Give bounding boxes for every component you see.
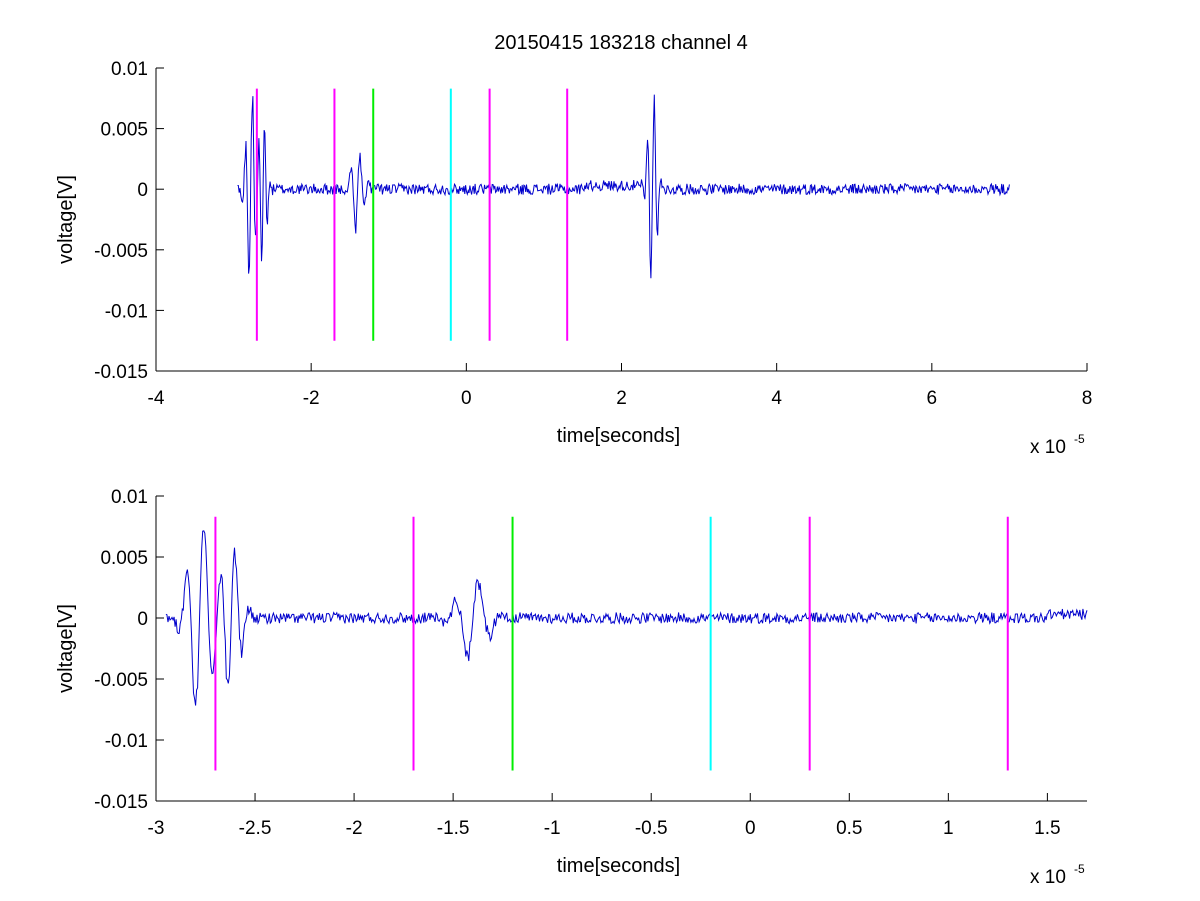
y-tick-label: -0.005	[94, 241, 148, 262]
top-axes: 0.01 0.005 0 -0.005 -0.01 -0.015-4 -2 0 2 4 6 8 time…	[55, 59, 1092, 458]
x-tick-label: -1	[544, 818, 561, 839]
y-tick-label: -0.01	[105, 301, 148, 322]
y-tick-label: 0.005	[100, 120, 148, 141]
x-axis-label: time[seconds]	[557, 855, 680, 877]
y-tick-label: -0.015	[94, 362, 148, 383]
x-tick-label: -4	[148, 388, 165, 409]
bottom-axes: 0.01 0.005 0 -0.005 -0.01 -0.015-3 -2.5 -2 -1.5 -…	[55, 487, 1088, 888]
x-tick-label: -0.5	[635, 818, 668, 839]
x-tick-label: 0.5	[836, 818, 862, 839]
x-tick-label: -2	[346, 818, 363, 839]
x-tick-label: -2	[303, 388, 320, 409]
x-tick-label: 0	[745, 818, 756, 839]
x-tick-label: 6	[927, 388, 938, 409]
y-tick-label: -0.015	[94, 792, 148, 813]
x-tick-label: 1.5	[1034, 818, 1060, 839]
chart-title: 20150415 183218 channel 4	[494, 32, 748, 54]
y-tick-label: 0.01	[111, 487, 148, 508]
y-tick-label: 0	[137, 180, 148, 201]
voltage-trace	[165, 530, 1088, 706]
y-tick-label: -0.01	[105, 731, 148, 752]
x-tick-label: 1	[943, 818, 954, 839]
x-tick-label: -1.5	[437, 818, 470, 839]
y-axis-label: voltage[V]	[55, 175, 77, 264]
x-scale-label: x 10	[1030, 867, 1066, 888]
x-tick-label: 2	[616, 388, 627, 409]
y-tick-label: 0.005	[100, 548, 148, 569]
x-scale-exponent: -5	[1074, 862, 1085, 876]
x-tick-label: -2.5	[239, 818, 272, 839]
y-tick-label: 0.01	[111, 59, 148, 80]
x-tick-label: 0	[461, 388, 472, 409]
y-tick-label: 0	[137, 609, 148, 630]
x-tick-label: 4	[771, 388, 782, 409]
x-tick-label: 8	[1082, 388, 1093, 409]
x-scale-exponent: -5	[1074, 432, 1085, 446]
x-scale-label: x 10	[1030, 437, 1066, 458]
y-tick-label: -0.005	[94, 670, 148, 691]
x-axis-label: time[seconds]	[557, 425, 680, 447]
y-axis-label: voltage[V]	[55, 604, 77, 693]
voltage-trace	[237, 94, 1010, 279]
x-tick-label: -3	[148, 818, 165, 839]
